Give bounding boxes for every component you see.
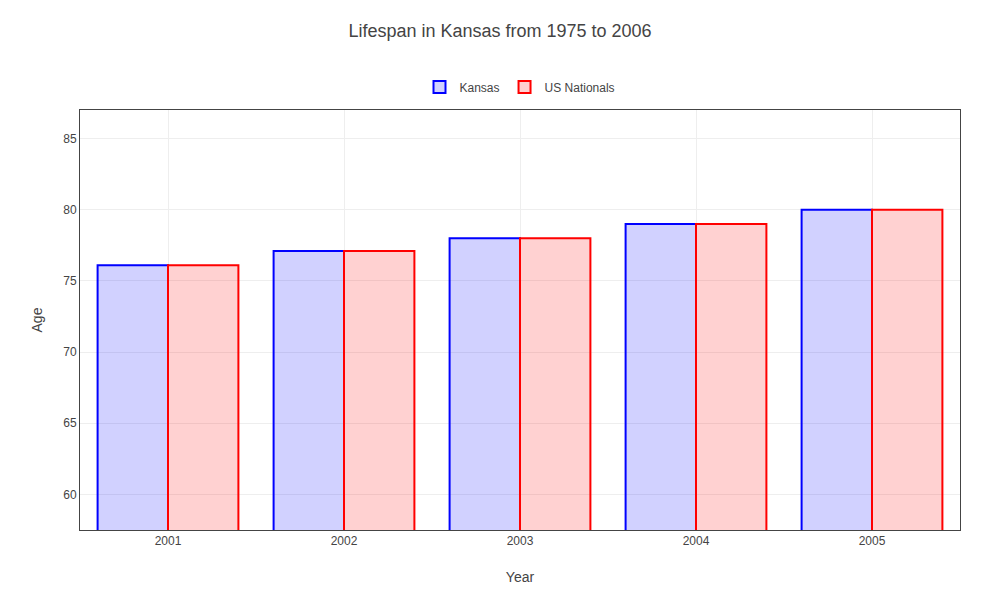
svg-text:Kansas: Kansas: [460, 81, 500, 95]
svg-text:Age: Age: [29, 307, 45, 332]
svg-text:70: 70: [63, 345, 77, 359]
svg-text:2004: 2004: [683, 534, 710, 548]
svg-text:2005: 2005: [859, 534, 886, 548]
svg-text:2001: 2001: [155, 534, 182, 548]
svg-text:80: 80: [63, 203, 77, 217]
svg-text:US Nationals: US Nationals: [545, 81, 615, 95]
svg-text:2003: 2003: [507, 534, 534, 548]
svg-text:65: 65: [63, 416, 77, 430]
svg-text:85: 85: [63, 132, 77, 146]
svg-text:2002: 2002: [331, 534, 358, 548]
svg-text:75: 75: [63, 274, 77, 288]
svg-text:Lifespan in Kansas from 1975 t: Lifespan in Kansas from 1975 to 2006: [348, 21, 651, 41]
svg-text:Year: Year: [506, 569, 535, 585]
svg-text:60: 60: [63, 488, 77, 502]
